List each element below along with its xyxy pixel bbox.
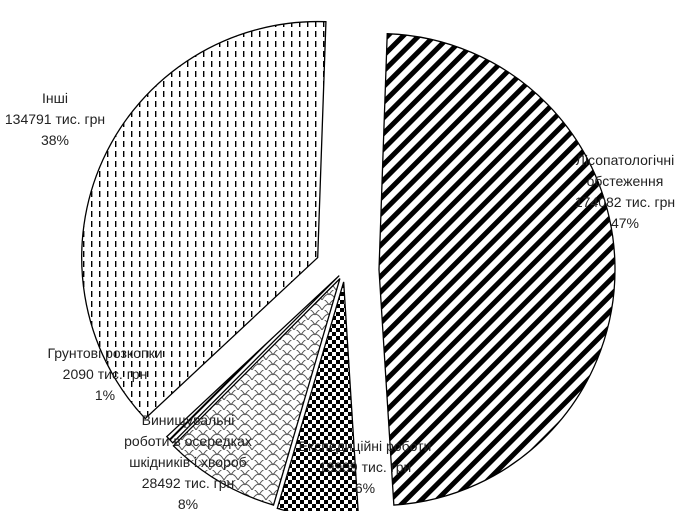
slice-label-line: 134791 тис. грн [5,111,105,127]
slice-label-line: 2090 тис. грн [63,366,148,382]
slice-label-line: роботи в осередках [124,433,252,449]
slice-label-line: 8% [178,496,198,511]
slice-label-line: Винищувальні [142,412,235,428]
slice-label-4: Інші 134791 тис. грн 38% [5,90,105,148]
slice-label-line: 1% [95,387,115,403]
slice-label-line: 38% [41,132,69,148]
slice-label-line: Інші [42,90,68,106]
slice-label-line: Експедиційні роботи [299,438,432,454]
pie-slice-2 [172,278,341,506]
pie-slice-3 [165,275,340,444]
slice-label-line: Грунтові розкопки [47,345,162,361]
pie-slice-4 [81,20,327,420]
slice-label-1: Експедиційні роботи 19909 тис. грн 6% [299,438,432,496]
slice-label-2: Винищувальні роботи в осередках шкідників … [124,412,252,511]
slice-label-line: 6% [355,480,375,496]
slice-label-line: обстеження [587,173,664,189]
slice-label-line: 19909 тис. грн [319,459,411,475]
pie-slice-0 [378,32,616,506]
slice-label-line: 28492 тис. грн [142,475,234,491]
slice-label-3: Грунтові розкопки 2090 тис. грн 1% [47,345,162,403]
pie-slice-1 [276,281,359,511]
slice-label-line: Лісопатологічні [576,152,675,168]
slice-label-0: Лісопатологічні обстеження 174082 тис. грн… [575,152,675,231]
slice-label-line: 174082 тис. грн [575,194,675,210]
slice-label-line: шкідників і хвороб [129,454,246,470]
slice-label-line: 47% [611,215,639,231]
